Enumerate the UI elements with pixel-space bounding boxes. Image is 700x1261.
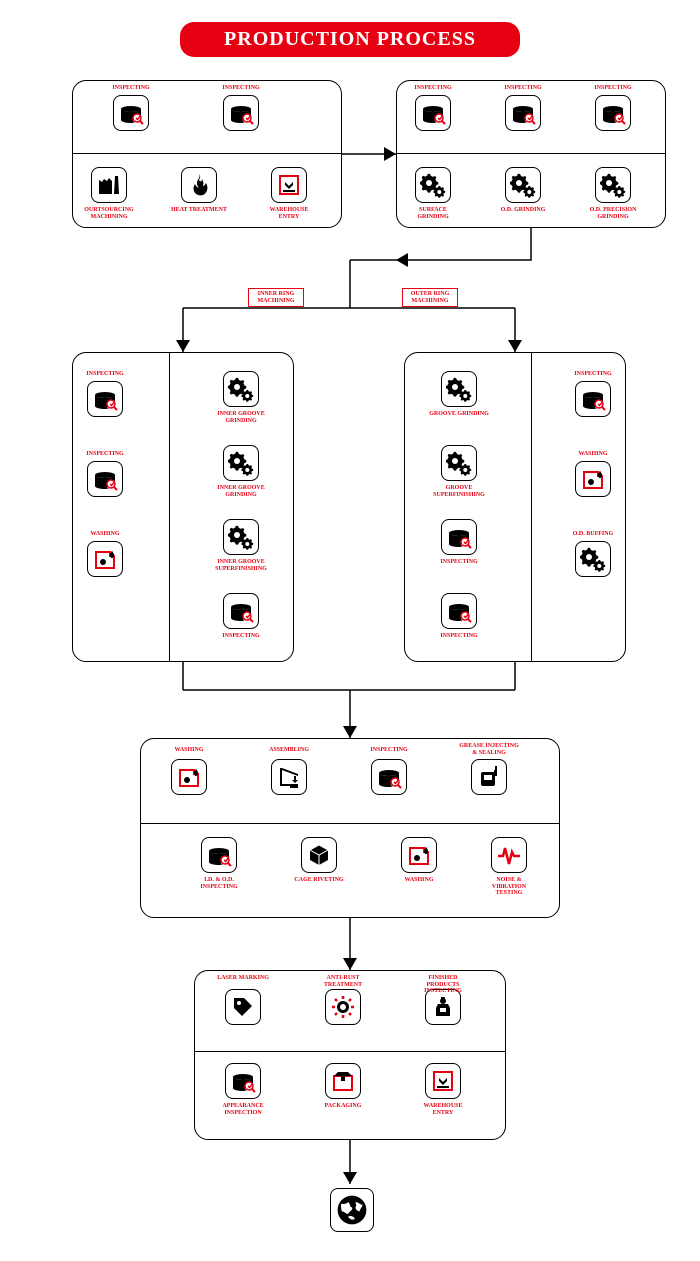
node-p6e: [325, 1063, 361, 1099]
node-p4e: [575, 381, 611, 417]
page-title: PRODUCTION PROCESS: [180, 22, 520, 57]
label-p4d: INSPECTING: [429, 633, 489, 640]
label-p2d: SURFACE GRINDING: [403, 207, 463, 220]
label-p1b: INSPECTING: [211, 85, 271, 92]
node-p2a: [415, 95, 451, 131]
label-p3d: INNER GROOVE GRINDING: [211, 411, 271, 424]
node-p4g: [575, 541, 611, 577]
label-p3g: INSPECTING: [211, 633, 271, 640]
panel-p1: INSPECTING INSPECTING OURTSOURCING MACHINI…: [72, 80, 342, 228]
node-p6d: [225, 1063, 261, 1099]
node-p1b: [223, 95, 259, 131]
branch-label: INNER RING MACHINING: [248, 288, 304, 307]
panel-p5: WASHING ASSEMBLING INSPECTING GREASE INJECT…: [140, 738, 560, 918]
label-p3b: INSPECTING: [75, 451, 135, 458]
node-p1c: [91, 167, 127, 203]
label-p4a: GROOVE GRINDING: [429, 411, 489, 418]
label-p4c: INSPECTING: [429, 559, 489, 566]
node-p5h: [491, 837, 527, 873]
node-p4b: [441, 445, 477, 481]
node-p3f: [223, 519, 259, 555]
label-p6b: ANTI-RUST TREATMENT: [313, 975, 373, 988]
node-p3g: [223, 593, 259, 629]
node-p4d: [441, 593, 477, 629]
node-p5a: [171, 759, 207, 795]
node-p1e: [271, 167, 307, 203]
label-p5c: INSPECTING: [359, 747, 419, 754]
label-p3e: INNER GROOVE GRINDING: [211, 485, 271, 498]
label-p1c: OURTSOURCING MACHINING: [79, 207, 139, 220]
flowchart-canvas: PRODUCTION PROCESS INSPECTING INSPECTING OU…: [0, 0, 700, 1261]
node-p4c: [441, 519, 477, 555]
panel-p6: LASER MARKING ANTI-RUST TREATMENT FINISHED…: [194, 970, 506, 1140]
label-p3f: INNER GROOVE SUPERFINISHING: [211, 559, 271, 572]
node-p5g: [401, 837, 437, 873]
node-p5f: [301, 837, 337, 873]
node-p1d: [181, 167, 217, 203]
node-p6a: [225, 989, 261, 1025]
label-p5e: I.D. & O.D. INSPECTING: [189, 877, 249, 890]
node-p3c: [87, 541, 123, 577]
label-p2e: O.D. GRINDING: [493, 207, 553, 214]
panel-p2: INSPECTING INSPECTING INSPECTING SURFACE GR…: [396, 80, 666, 228]
label-p2c: INSPECTING: [583, 85, 643, 92]
node-p3b: [87, 461, 123, 497]
label-p2a: INSPECTING: [403, 85, 463, 92]
node-p5c: [371, 759, 407, 795]
label-p4g: O.D. BUFFING: [563, 531, 623, 538]
node-p2e: [505, 167, 541, 203]
node-p2c: [595, 95, 631, 131]
label-p6c: FINISHED PRODUCTS INSTECTING: [413, 975, 473, 995]
node-p3e: [223, 445, 259, 481]
label-p4e: INSPECTING: [563, 371, 623, 378]
label-p5b: ASSEMBLING: [259, 747, 319, 754]
label-p4b: GROOVE SUPERFINISHING: [429, 485, 489, 498]
label-p5a: WASHING: [159, 747, 219, 754]
label-p1a: INSPECTING: [101, 85, 161, 92]
node-p6b: [325, 989, 361, 1025]
label-p4f: WASHING: [563, 451, 623, 458]
label-p2b: INSPECTING: [493, 85, 553, 92]
panel-p4: GROOVE GRINDING GROOVE SUPERFINISHING INSP…: [404, 352, 626, 662]
label-p6e: PACKAGING: [313, 1103, 373, 1110]
node-p4f: [575, 461, 611, 497]
label-p5g: WASHING: [389, 877, 449, 884]
node-globe: [330, 1188, 374, 1232]
label-p2f: O.D. PRECISION GRINDING: [583, 207, 643, 220]
node-p2b: [505, 95, 541, 131]
node-p2f: [595, 167, 631, 203]
node-p5e: [201, 837, 237, 873]
node-p6f: [425, 1063, 461, 1099]
node-p4a: [441, 371, 477, 407]
label-p3a: INSPECTING: [75, 371, 135, 378]
label-p6d: APPEARANCE INSPECTION: [213, 1103, 273, 1116]
node-p2d: [415, 167, 451, 203]
label-p1e: WAREHOUSE ENTRY: [259, 207, 319, 220]
label-p5d: GREASE INJECTING & SEALING: [459, 743, 519, 756]
node-p1a: [113, 95, 149, 131]
label-p5h: NOISE & VIBRATION TESTING: [479, 877, 539, 897]
panel-p3: INSPECTING INSPECTING WASHING INNER GROOVE …: [72, 352, 294, 662]
node-p3a: [87, 381, 123, 417]
label-p3c: WASHING: [75, 531, 135, 538]
label-p6f: WAREHOUSE ENTRY: [413, 1103, 473, 1116]
branch-label: OUTER RING MACHINING: [402, 288, 458, 307]
node-p5d: [471, 759, 507, 795]
label-p6a: LASER MARKING: [213, 975, 273, 982]
node-p3d: [223, 371, 259, 407]
label-p5f: CAGE RIVETING: [289, 877, 349, 884]
node-p5b: [271, 759, 307, 795]
label-p1d: HEAT TREATMENT: [169, 207, 229, 214]
